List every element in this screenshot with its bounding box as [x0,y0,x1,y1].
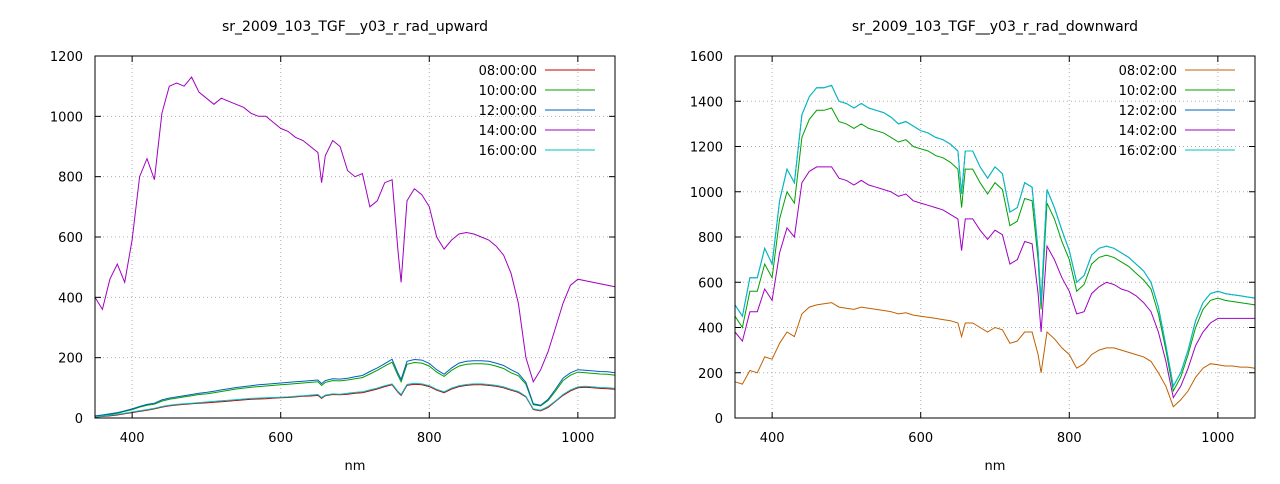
legend-label: 14:02:00 [1119,124,1177,139]
x-tick-label: 400 [760,431,785,446]
legend-label: 12:00:00 [479,104,537,119]
y-tick-label: 1600 [690,50,723,65]
series-line-120200 [734,84,1256,388]
series-line-160000 [94,382,616,418]
chart-title: sr_2009_103_TGF__y03_r_rad_downward [852,19,1138,35]
y-tick-label: 600 [58,231,83,246]
legend-label: 16:00:00 [479,144,537,159]
x-tick-label: 600 [268,431,293,446]
y-tick-label: 800 [58,171,83,186]
x-tick-label: 1000 [561,431,594,446]
series-line-140200 [734,166,1255,399]
series-line-160200 [734,84,1256,388]
legend-label: 10:00:00 [479,84,537,99]
x-tick-label: 400 [120,431,145,446]
chart-title: sr_2009_103_TGF__y03_r_rad_upward [222,19,488,35]
y-tick-label: 1400 [690,95,723,110]
y-tick-label: 200 [698,367,723,382]
legend-label: 16:02:00 [1119,144,1177,159]
y-tick-label: 1000 [690,186,723,201]
legend-label: 12:02:00 [1119,104,1177,119]
legend-label: 14:00:00 [479,124,537,139]
x-axis-label: nm [985,459,1006,474]
y-tick-label: 0 [75,412,83,427]
series-line-100000 [94,361,616,417]
series-line-080000 [94,383,616,418]
y-tick-label: 0 [715,412,723,427]
legend-label: 10:02:00 [1119,84,1177,99]
x-tick-label: 600 [908,431,933,446]
y-tick-label: 1000 [50,110,83,125]
legend: 08:00:00 10:00:00 12:00:00 14:00:00 16:00:00 [479,64,595,159]
y-tick-label: 800 [698,231,723,246]
series-line-120000 [94,358,616,417]
series-line-140000 [94,76,616,384]
legend-label: 08:00:00 [479,64,537,79]
y-tick-label: 1200 [690,141,723,156]
x-tick-label: 800 [1057,431,1082,446]
chart-panel-1: 400 600 800 1000 0 200 400 600 800 1000 1200 sr_200… [50,19,616,474]
x-tick-label: 800 [417,431,442,446]
series-line-080200 [734,302,1256,408]
y-tick-label: 400 [58,291,83,306]
chart-panel-2: 400 600 800 1000 0 200 400 600 800 1000 1200 1400 16… [690,19,1256,474]
y-tick-label: 600 [698,276,723,291]
legend: 08:02:00 10:02:00 12:02:00 14:02:00 16:02:00 [1119,64,1235,159]
x-tick-label: 1000 [1201,431,1234,446]
series-line-100200 [734,107,1256,393]
y-tick-label: 200 [58,352,83,367]
y-tick-label: 400 [698,322,723,337]
y-tick-label: 1200 [50,50,83,65]
legend-label: 08:02:00 [1119,64,1177,79]
x-axis-label: nm [345,459,366,474]
